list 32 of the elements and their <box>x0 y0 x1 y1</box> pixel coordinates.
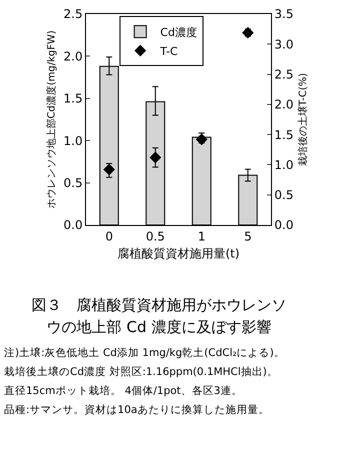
text: 注)土壌:灰色低地土 Cd添加 1mg/kg乾土(CdCl₂による)。 <box>4 346 286 361</box>
x-axis-title: 腐植酸質資材施用量(t) <box>117 246 240 260</box>
y-tick-label: 0.0 <box>64 218 83 232</box>
point <box>242 26 254 39</box>
y2-axis-title: 栽培後の土壌T-C(%) <box>296 72 309 166</box>
y2-tick-label: 2.0 <box>274 98 294 112</box>
y-axis-title: ホウレンソウ地上部Cd濃度(mg/kgFW) <box>46 30 58 209</box>
text: 栽培後土壌のCd濃度 対照区:1.16ppm(0.1MHCl抽出)。 <box>4 365 279 380</box>
y2-tick-label: 1.0 <box>274 158 294 172</box>
x-tick-label: 5 <box>244 229 252 244</box>
x-tick-label: 1 <box>198 229 206 244</box>
y2-tick-label: 3.0 <box>274 37 294 52</box>
x-tick-label: 0.5 <box>146 229 165 244</box>
x-tick-label: 0 <box>105 229 113 244</box>
text: 図３ 腐植酸質資材施用がホウレンソウの地上部 Cd 濃度に及ぼす影響 <box>30 295 288 338</box>
y-tick-label: 2.0 <box>64 49 83 64</box>
y-tick-label: 0.5 <box>64 176 83 190</box>
y2-tick-label: 0.5 <box>274 188 294 202</box>
y2-tick-label: 1.5 <box>274 128 294 142</box>
y2-tick-label: 2.5 <box>274 67 294 82</box>
point <box>196 134 208 146</box>
y2-tick-label: 0.0 <box>274 218 294 232</box>
point <box>103 164 115 176</box>
y-tick-label: 1.5 <box>64 92 83 106</box>
point <box>150 152 162 164</box>
y2-tick-label: 3.5 <box>274 7 294 22</box>
y-tick-label: 1.0 <box>64 134 83 148</box>
legend-label: Cd濃度 <box>160 26 197 39</box>
legend-label: T-C <box>159 44 178 58</box>
text: 直径15cmポット栽培。 4個体/1pot、各区3連。 <box>4 384 244 399</box>
text: 品種:サマンサ。資材は10aあたりに換算した施用量。 <box>4 403 270 418</box>
y-tick-label: 2.5 <box>64 7 83 22</box>
